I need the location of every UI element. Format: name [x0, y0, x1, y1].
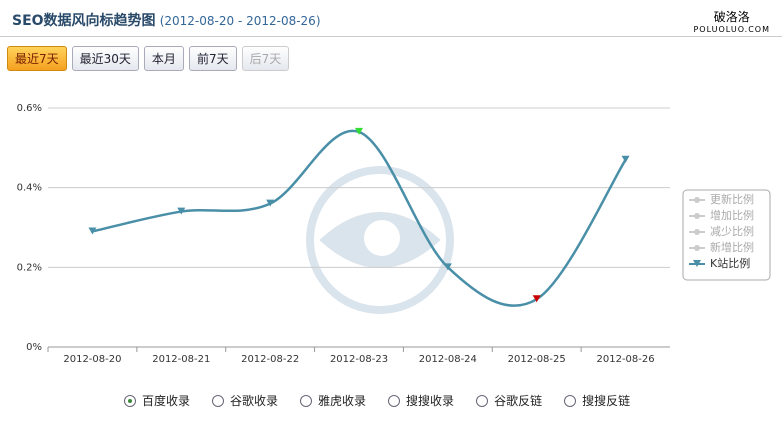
option-label: 搜搜反链: [582, 394, 631, 408]
watermark: [306, 166, 454, 314]
range-button[interactable]: 本月: [143, 46, 184, 71]
divider: [0, 36, 782, 37]
point-marker: [266, 199, 275, 207]
x-tick-label: 2012-08-26: [597, 354, 655, 365]
x-tick-label: 2012-08-25: [508, 354, 566, 365]
option-label: 谷歌反链: [494, 394, 543, 408]
legend-box: [682, 189, 771, 281]
x-tick-label: 2012-08-20: [63, 354, 121, 365]
date-range: (2012-08-20 - 2012-08-26): [159, 14, 321, 28]
radio[interactable]: [124, 394, 136, 407]
source-option[interactable]: 雅虎收录: [300, 392, 366, 409]
point-marker: [443, 263, 452, 271]
radio[interactable]: [212, 394, 225, 407]
y-tick-label: 0.4%: [17, 183, 42, 194]
point-marker: [88, 227, 97, 235]
button-bar: 最近7天 最近30天 本月 前7天 后7天: [7, 46, 290, 71]
legend-label: 增加比例: [710, 208, 754, 222]
x-tick-label: 2012-08-22: [241, 354, 299, 365]
y-tick-label: 0.2%: [17, 262, 42, 273]
source-options: 百度收录 谷歌收录 雅虎收录 搜搜收录 谷歌反链 搜搜反链: [124, 392, 630, 409]
option-label: 搜搜收录: [406, 394, 455, 408]
y-tick-label: 0%: [26, 342, 42, 353]
legend-dot: [694, 245, 700, 251]
point-marker: [532, 295, 541, 303]
radio[interactable]: [564, 394, 577, 407]
legend-label: 更新比例: [710, 192, 754, 206]
legend-label: K站比例: [710, 256, 750, 270]
range-button[interactable]: 最近30天: [71, 46, 139, 71]
brand-url: POLUOLUO.COM: [693, 25, 770, 34]
source-option[interactable]: 谷歌反链: [476, 392, 542, 409]
legend-dot: [694, 197, 700, 203]
source-option[interactable]: 搜搜收录: [388, 392, 454, 409]
title: SEO数据风向标趋势图: [12, 13, 156, 29]
y-tick-label: 0.6%: [17, 103, 42, 114]
point-marker: [355, 127, 363, 135]
legend-label: 减少比例: [710, 224, 754, 238]
series-line: [92, 129, 627, 307]
radio[interactable]: [300, 394, 313, 407]
source-option[interactable]: 搜搜反链: [564, 392, 630, 409]
radio[interactable]: [388, 394, 401, 407]
range-button[interactable]: 最近7天: [7, 46, 67, 71]
option-label: 百度收录: [142, 394, 191, 408]
legend-dot: [693, 260, 701, 267]
legend-label: 新增比例: [710, 240, 754, 254]
legend-dot: [694, 229, 700, 235]
range-button: 后7天: [241, 46, 290, 71]
point-marker: [621, 155, 630, 163]
point-marker: [177, 207, 186, 215]
option-label: 雅虎收录: [318, 394, 367, 408]
header: SEO数据风向标趋势图 (2012-08-20 - 2012-08-26): [12, 10, 321, 30]
x-tick-label: 2012-08-21: [152, 354, 210, 365]
source-option[interactable]: 谷歌收录: [212, 392, 278, 409]
source-option[interactable]: 百度收录: [124, 392, 190, 409]
brand-name: 破洛洛: [713, 10, 750, 24]
radio[interactable]: [476, 394, 489, 407]
x-tick-label: 2012-08-23: [330, 354, 388, 365]
option-label: 谷歌收录: [230, 394, 279, 408]
brand: 破洛洛 POLUOLUO.COM: [693, 8, 770, 34]
range-button[interactable]: 前7天: [188, 46, 237, 71]
legend-dot: [694, 213, 700, 219]
x-tick-label: 2012-08-24: [419, 354, 477, 365]
